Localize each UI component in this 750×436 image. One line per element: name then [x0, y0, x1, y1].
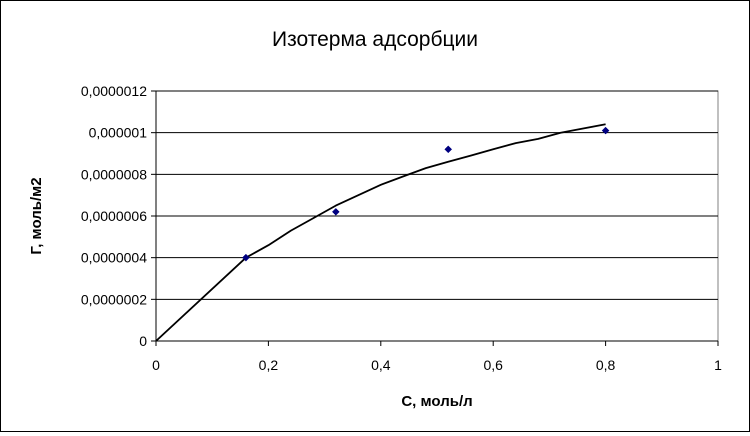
x-tick-label: 0,8: [596, 357, 616, 373]
x-tick-label: 0,2: [259, 357, 279, 373]
y-tick-labels: 0 0,0000002 0,0000004 0,0000006 0,0000008 0,0…: [81, 83, 147, 349]
trend-lines: [155, 123, 606, 342]
axes: [151, 90, 719, 346]
y-tick-label: 0,000001: [89, 125, 148, 141]
y-axis-title: Г, моль/м2: [28, 177, 45, 254]
data-points: [242, 126, 610, 262]
data-point: [444, 145, 453, 154]
x-tick-labels: 0 0,2 0,4 0,6 0,8 1: [152, 357, 722, 373]
x-tick-label: 0,4: [371, 357, 391, 373]
data-point: [331, 207, 340, 216]
x-tick-label: 0,6: [483, 357, 503, 373]
chart-title: Изотерма адсорбции: [272, 28, 478, 51]
data-point: [242, 253, 250, 262]
trend-line: [155, 123, 606, 342]
y-tick-label: 0,0000006: [81, 208, 147, 224]
y-tick-label: 0,0000012: [81, 83, 147, 99]
data-point: [601, 126, 610, 135]
y-tick-label: 0: [139, 333, 147, 349]
y-tick-label: 0,0000004: [81, 250, 147, 266]
x-tick-label: 0: [152, 357, 160, 373]
y-tick-label: 0,0000002: [81, 291, 147, 307]
x-axis-title: С, моль/л: [401, 393, 472, 410]
y-tick-label: 0,0000008: [81, 166, 147, 182]
x-tick-label: 1: [714, 357, 722, 373]
